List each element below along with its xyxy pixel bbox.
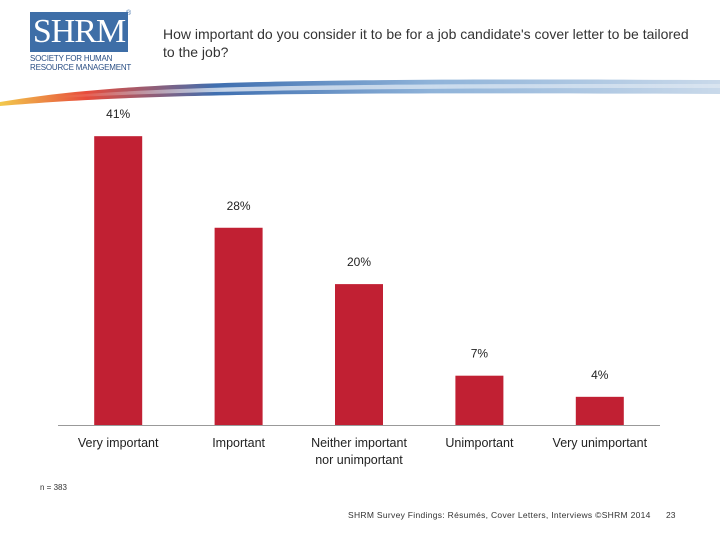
category-label-2: Neither important nor unimportant (311, 436, 407, 467)
sample-size-note: n = 383 (40, 483, 67, 492)
value-label-1: 28% (227, 199, 251, 213)
category-label-1: Important (212, 436, 265, 450)
bar-3 (455, 375, 504, 425)
bar-1 (214, 227, 263, 425)
page-number: 23 (666, 510, 676, 520)
footer-source: SHRM Survey Findings: Résumés, Cover Let… (348, 510, 651, 520)
logo-letters: SHRM (32, 13, 126, 50)
category-label-0: Very important (78, 436, 159, 450)
logo-box (30, 12, 128, 52)
value-label-3: 7% (471, 347, 489, 361)
shrm-logo: SHRM ® SOCIETY FOR HUMAN RESOURCE MANAGE… (30, 10, 134, 74)
category-label-4: Very unimportant (553, 436, 648, 450)
bar-2 (335, 284, 383, 425)
value-label-0: 41% (106, 107, 130, 121)
logo-line-2: RESOURCE MANAGEMENT (30, 63, 132, 72)
chart-title: How important do you consider it to be f… (163, 26, 689, 60)
value-label-4: 4% (591, 368, 609, 382)
value-label-2: 20% (347, 255, 371, 269)
logo-line-1: SOCIETY FOR HUMAN (30, 54, 113, 63)
bar-4 (575, 396, 624, 425)
category-label-3: Unimportant (445, 436, 514, 450)
bar-0 (94, 136, 143, 425)
header-swoosh (0, 79, 720, 106)
logo-registered-mark: ® (126, 10, 132, 17)
